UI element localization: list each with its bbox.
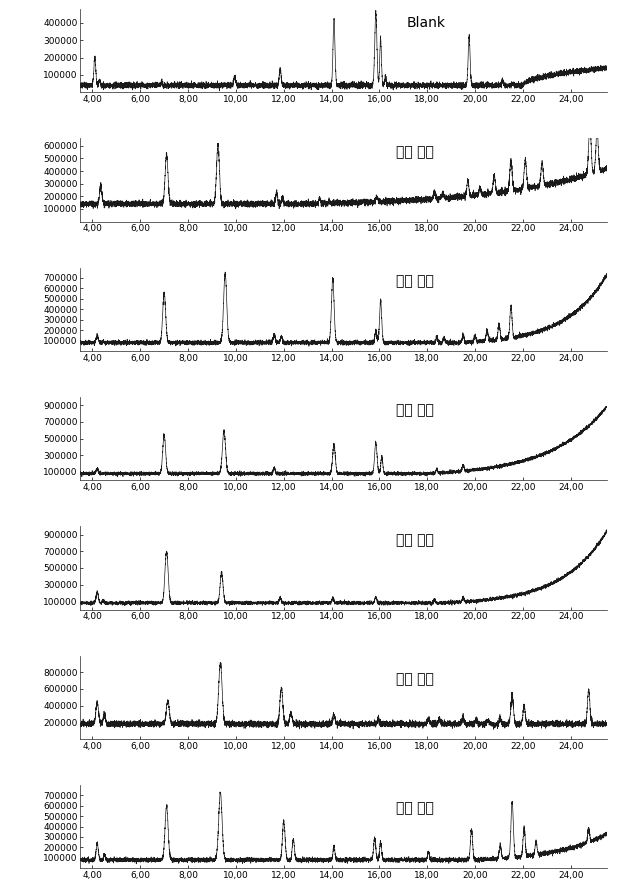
Text: 물금 원수: 물금 원수 [396,403,434,417]
Text: 칠서 원수: 칠서 원수 [396,274,434,288]
Text: 칠서 정수: 칠서 정수 [396,672,434,686]
Text: 화명 정수: 화명 정수 [396,802,434,815]
Text: 문산 정수: 문산 정수 [396,532,434,547]
Text: 문산 원수: 문산 원수 [396,145,434,159]
Text: Blank: Blank [407,16,446,29]
